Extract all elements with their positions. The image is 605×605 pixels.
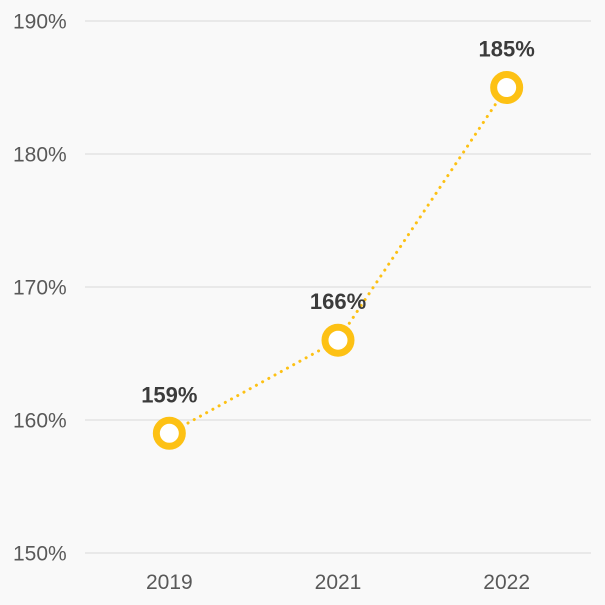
trend-line — [167, 86, 509, 435]
y-tick-label: 150% — [13, 543, 67, 566]
x-tick-label: 2019 — [146, 571, 193, 594]
data-point-label: 166% — [310, 289, 366, 314]
data-point-marker — [490, 71, 524, 104]
y-tick-label: 170% — [13, 277, 67, 300]
y-tick-label: 160% — [13, 410, 67, 433]
x-tick-label: 2021 — [315, 571, 362, 594]
y-tick-label: 180% — [13, 144, 67, 167]
y-tick-label: 190% — [13, 11, 67, 34]
data-point-marker — [152, 416, 186, 450]
data-point-marker — [321, 323, 355, 357]
data-point-label: 159% — [141, 382, 197, 407]
data-point-label: 185% — [479, 37, 535, 62]
x-tick-label: 2022 — [483, 571, 530, 594]
